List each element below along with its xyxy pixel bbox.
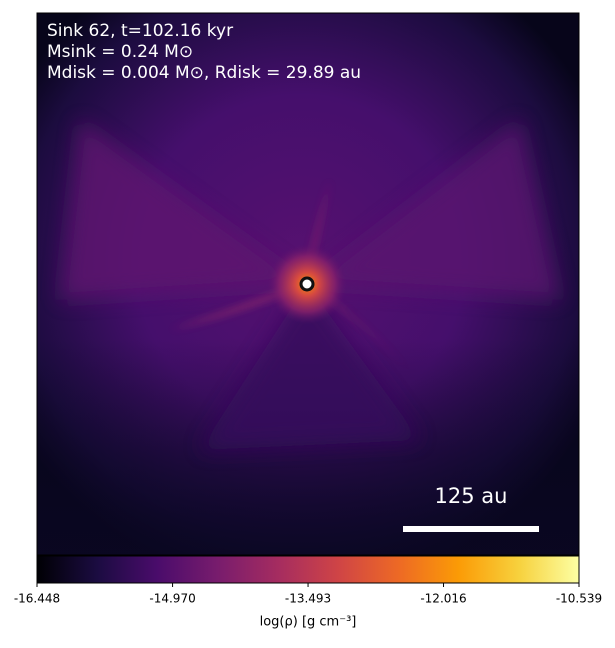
annotation: Mdisk = 0.004 M⊙, Rdisk = 29.89 au [47,63,361,83]
density-image [37,13,579,555]
scale-bar-label: 125 au [435,484,508,508]
colorbar-label: log(ρ) [g cm⁻³] [260,615,357,630]
colorbar-tick-label: -16.448 [14,592,60,606]
colorbar: -16.448 -14.970 -13.493 -12.016 -10.539 [14,555,602,606]
frame [36,12,580,556]
sink-marker [299,276,315,292]
colorbar-gradient [36,555,580,584]
colorbar-tick-label: -13.493 [285,592,331,606]
annotation: Sink 62, t=102.16 kyr [47,21,233,41]
colorbar-tick-label: -14.970 [149,592,195,606]
colorbar-tick-label: -12.016 [420,592,466,606]
colorbar-tick-label: -10.539 [556,592,602,606]
annotation: Msink = 0.24 M⊙ [47,42,193,62]
scale-bar [403,526,539,532]
